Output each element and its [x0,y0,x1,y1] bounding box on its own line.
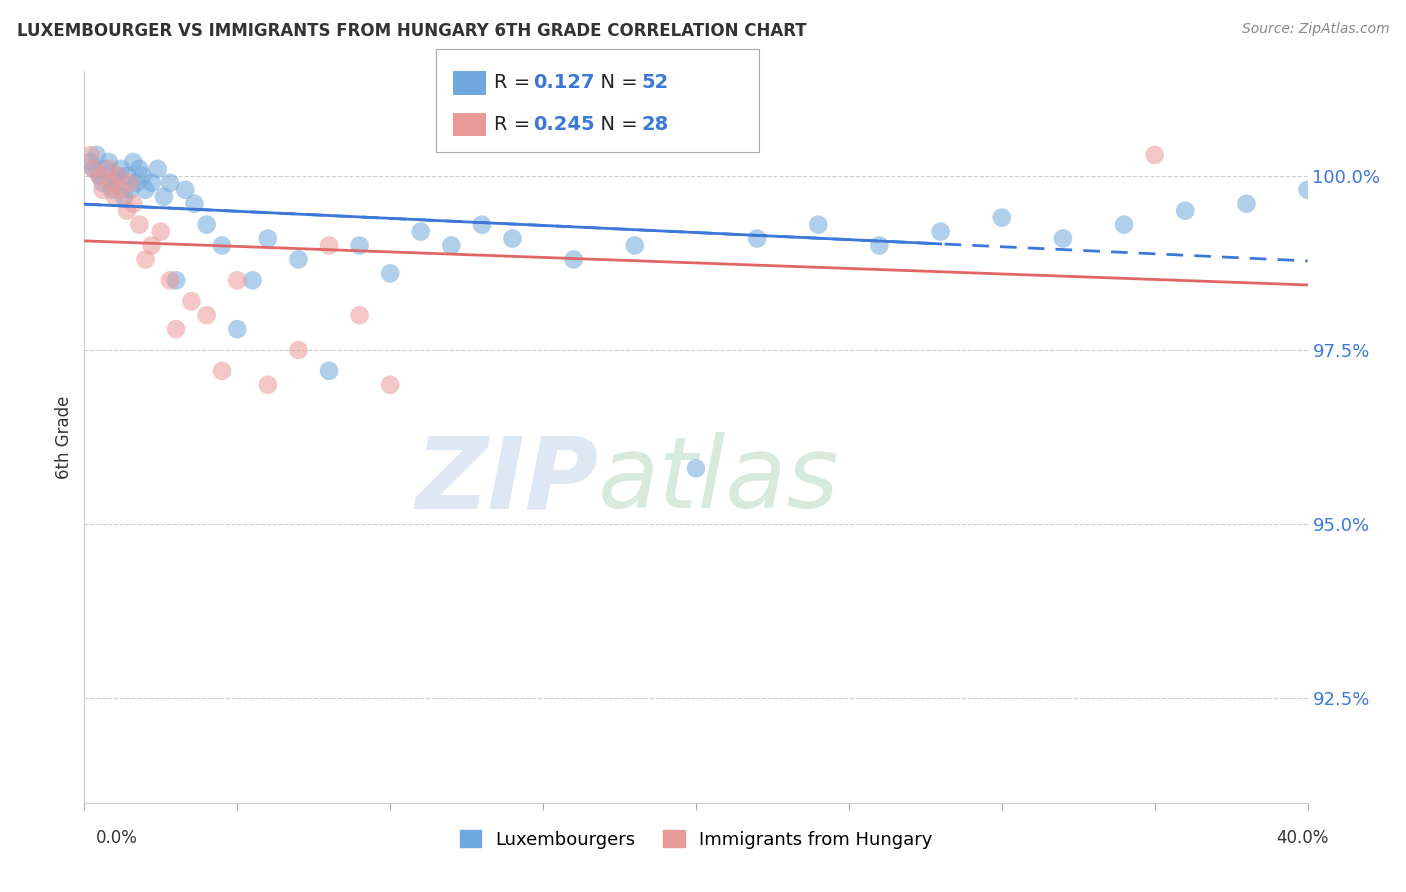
Point [120,183,142,197]
Point [195,308,218,322]
Point [159,273,181,287]
Point [869,238,891,252]
Text: 0.245: 0.245 [533,115,595,135]
Point [471,218,494,232]
Y-axis label: 6th Grade: 6th Grade [55,395,73,479]
Point [1114,218,1136,232]
Point [79,155,101,169]
Point [104,190,127,204]
Point [89,169,111,183]
Text: R =: R = [494,115,536,135]
Point [991,211,1014,225]
Point [120,176,142,190]
Point [685,461,707,475]
Point [149,225,172,239]
Point [97,155,120,169]
Point [257,377,280,392]
Point [242,273,264,287]
Point [409,225,432,239]
Point [440,238,463,252]
Point [929,225,952,239]
Point [131,169,153,183]
Text: LUXEMBOURGER VS IMMIGRANTS FROM HUNGARY 6TH GRADE CORRELATION CHART: LUXEMBOURGER VS IMMIGRANTS FROM HUNGARY … [17,22,807,40]
Point [807,218,830,232]
Point [141,176,163,190]
Point [112,190,135,204]
Point [146,161,169,176]
Point [89,169,111,183]
Point [1236,196,1258,211]
Point [94,161,117,176]
Legend: Luxembourgers, Immigrants from Hungary: Luxembourgers, Immigrants from Hungary [453,823,939,856]
Point [122,155,145,169]
Point [624,238,647,252]
Text: 0.127: 0.127 [533,73,595,93]
Point [1296,183,1319,197]
Point [91,176,114,190]
Point [165,322,187,336]
Point [159,176,181,190]
Point [107,169,129,183]
Text: 40.0%: 40.0% [1277,829,1329,847]
Point [349,238,371,252]
Point [101,183,124,197]
Point [211,364,233,378]
Point [318,238,340,252]
Point [128,161,150,176]
Point [83,161,105,176]
Point [110,161,132,176]
Point [226,273,249,287]
Point [287,252,309,267]
Point [128,218,150,232]
Text: 52: 52 [641,73,668,93]
Point [174,183,197,197]
Point [562,252,585,267]
Point [97,161,120,176]
Text: N =: N = [588,115,644,135]
Point [747,231,769,245]
Point [86,148,108,162]
Text: atlas: atlas [598,433,839,530]
Point [153,190,176,204]
Point [318,364,340,378]
Point [79,148,101,162]
Text: ZIP: ZIP [415,433,598,530]
Point [115,169,138,183]
Point [104,176,127,190]
Text: Source: ZipAtlas.com: Source: ZipAtlas.com [1241,22,1389,37]
Point [141,238,163,252]
Text: R =: R = [494,73,536,93]
Point [165,273,187,287]
Point [349,308,371,322]
Point [380,377,402,392]
Point [1143,148,1166,162]
Point [1174,203,1197,218]
Point [183,196,205,211]
Point [91,183,114,197]
Point [257,231,280,245]
Text: N =: N = [588,73,644,93]
Point [226,322,249,336]
Point [110,183,132,197]
Text: 0.0%: 0.0% [96,829,138,847]
Point [195,218,218,232]
Point [101,176,124,190]
Point [115,203,138,218]
Point [1052,231,1074,245]
Point [83,161,105,176]
Point [107,169,129,183]
Point [380,266,402,280]
Point [180,294,202,309]
Point [125,176,148,190]
Point [135,183,157,197]
Point [122,196,145,211]
Text: 28: 28 [641,115,668,135]
Point [287,343,309,357]
Point [135,252,157,267]
Point [211,238,233,252]
Point [502,231,524,245]
